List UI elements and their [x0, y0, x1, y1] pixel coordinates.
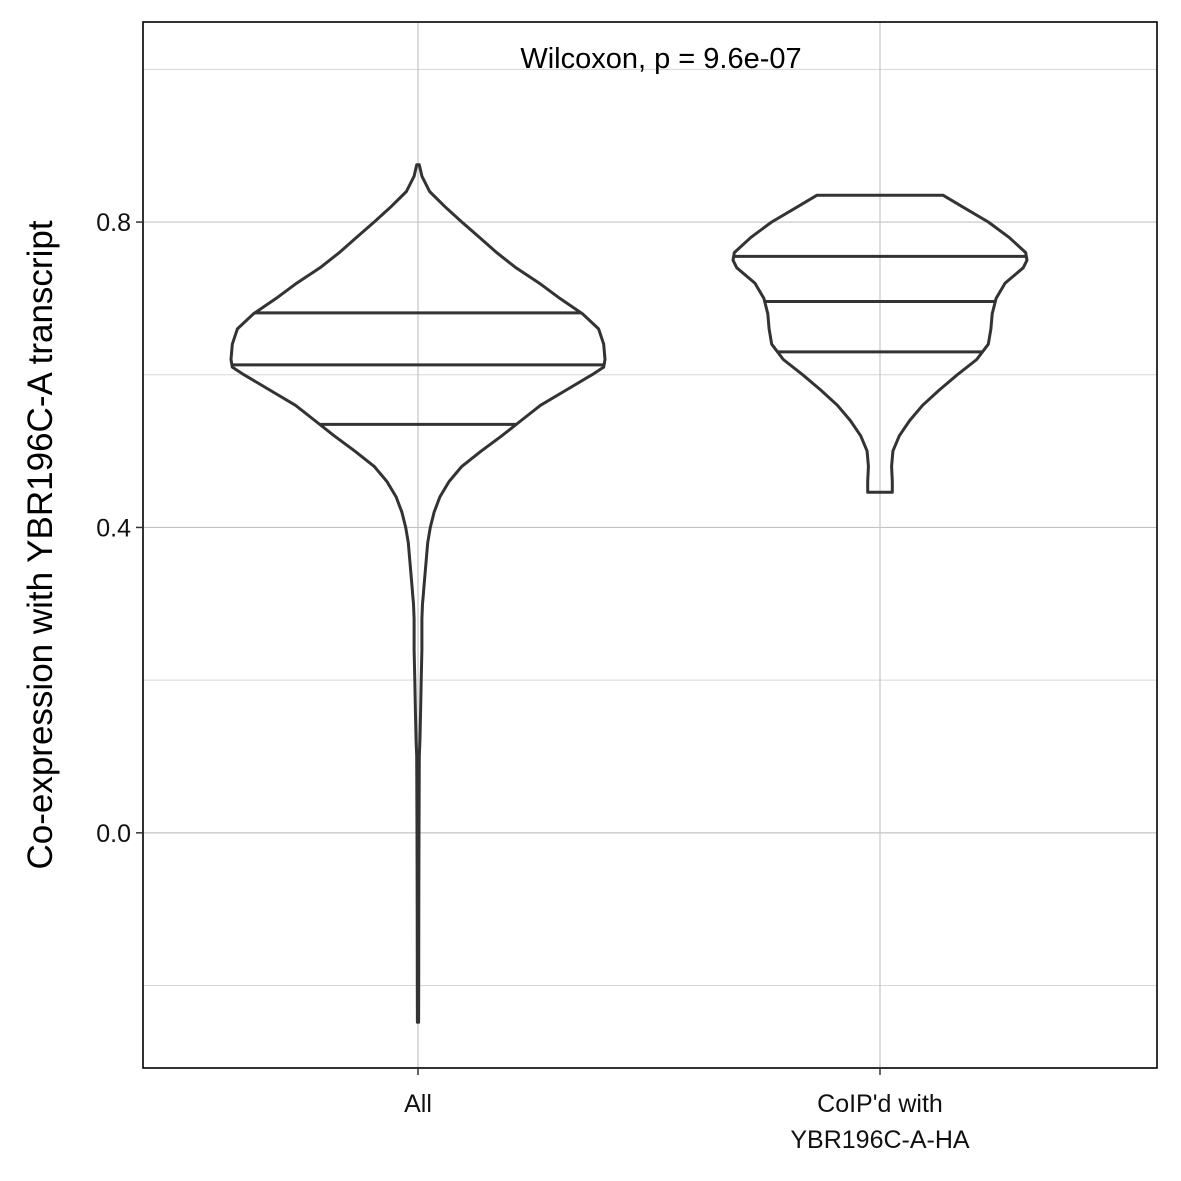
y-axis-title: Co-expression with YBR196C-A transcript — [21, 220, 60, 869]
y-tick-label: 0.4 — [96, 514, 131, 542]
y-tick-label: 0.8 — [96, 209, 131, 237]
axis-ticks — [136, 221, 881, 1075]
x-tick-label: YBR196C-A-HA — [790, 1126, 970, 1154]
violins — [229, 163, 1029, 1024]
plot-panel-border — [142, 21, 1158, 1069]
violin-1 — [229, 163, 607, 1024]
wilcoxon-annotation: Wilcoxon, p = 9.6e-07 — [520, 43, 801, 75]
grid — [143, 22, 1157, 1068]
x-tick-label: All — [404, 1090, 432, 1118]
x-tick-label: CoIP'd with — [817, 1090, 943, 1118]
y-tick-label: 0.0 — [96, 820, 131, 848]
axis-labels: 0.0 0.4 0.8 All CoIP'd with YBR196C-A-HA — [96, 209, 970, 1154]
violin-2 — [731, 193, 1029, 494]
